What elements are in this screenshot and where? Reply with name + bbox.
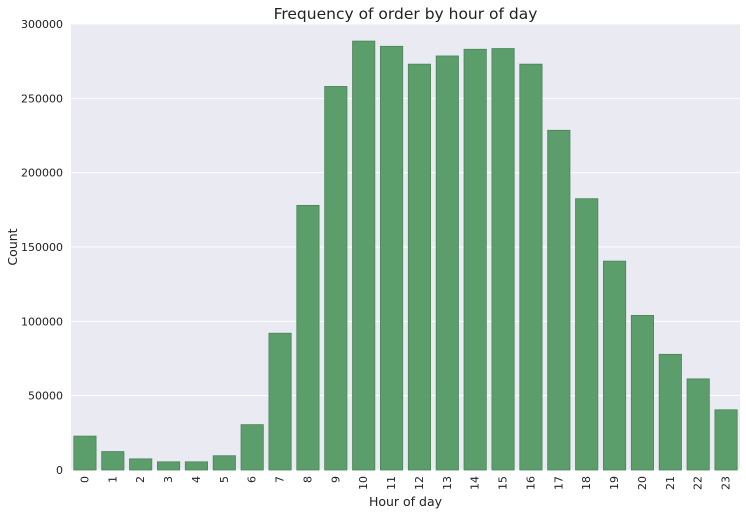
y-tick-labels: 0 50000 100000 150000 200000 250000 300000: [21, 18, 63, 477]
bars: [73, 40, 738, 471]
y-tick-label: 250000: [21, 92, 63, 105]
x-axis-label: Hour of day: [369, 494, 443, 509]
bar-hour-10: [352, 40, 376, 471]
bar-hour-11: [380, 45, 404, 471]
x-tick-labels: 0 1 2 3 4 5 6 7 8 9 10 11 12 13 14 15 16 17 18 19 20 21 22 23: [78, 476, 732, 490]
x-tick-label: 22: [692, 476, 705, 490]
bar-hour-8: [296, 204, 320, 471]
x-tick-label: 2: [134, 476, 147, 483]
x-tick-label: 19: [608, 476, 621, 490]
y-tick-label: 50000: [28, 390, 63, 403]
x-tick-label: 7: [274, 476, 287, 483]
grid-lines: [71, 23, 740, 471]
x-tick-label: 17: [552, 476, 565, 490]
bar-hour-2: [129, 458, 153, 471]
bar-hour-7: [268, 332, 292, 471]
bar-hour-18: [575, 198, 599, 471]
x-tick-label: 1: [106, 476, 119, 483]
bar-hour-3: [157, 461, 181, 471]
x-tick-label: 23: [720, 476, 733, 490]
x-tick-label: 3: [162, 476, 175, 483]
bar-hour-17: [547, 129, 571, 471]
y-axis-label: Count: [5, 228, 20, 265]
bar-hour-20: [630, 314, 654, 471]
x-tick-label: 5: [218, 476, 231, 483]
bar-hour-23: [714, 409, 738, 471]
bar-hour-6: [240, 424, 264, 471]
x-tick-label: 6: [246, 476, 259, 483]
bar-hour-16: [519, 63, 543, 471]
bar-hour-15: [491, 48, 515, 471]
bar-hour-12: [407, 63, 431, 471]
x-tick-label: 0: [78, 476, 91, 483]
bar-hour-4: [184, 461, 208, 471]
bar-hour-13: [435, 55, 459, 471]
x-tick-label: 16: [524, 476, 537, 490]
bar-hour-22: [686, 378, 710, 471]
bar-hour-19: [603, 260, 627, 471]
bar-hour-14: [463, 48, 487, 471]
chart-title: Frequency of order by hour of day: [274, 5, 538, 23]
x-tick-label: 8: [301, 476, 314, 483]
x-tick-label: 10: [357, 476, 370, 490]
bar-hour-1: [101, 451, 125, 471]
x-tick-label: 18: [580, 476, 593, 490]
x-tick-label: 12: [413, 476, 426, 490]
x-tick-label: 20: [636, 476, 649, 490]
y-tick-label: 0: [56, 464, 63, 477]
x-tick-label: 9: [329, 476, 342, 483]
x-tick-label: 21: [664, 476, 677, 490]
bar-hour-5: [212, 455, 236, 471]
y-tick-label: 150000: [21, 241, 63, 254]
x-tick-label: 14: [469, 476, 482, 490]
bar-hour-9: [324, 86, 348, 471]
bar-hour-0: [73, 435, 97, 471]
x-tick-label: 15: [497, 476, 510, 490]
x-tick-label: 13: [441, 476, 454, 490]
bar-hour-21: [658, 353, 682, 471]
y-tick-label: 200000: [21, 167, 63, 180]
y-tick-label: 300000: [21, 18, 63, 31]
x-tick-label: 4: [190, 476, 203, 483]
y-tick-label: 100000: [21, 315, 63, 328]
x-tick-label: 11: [385, 476, 398, 490]
